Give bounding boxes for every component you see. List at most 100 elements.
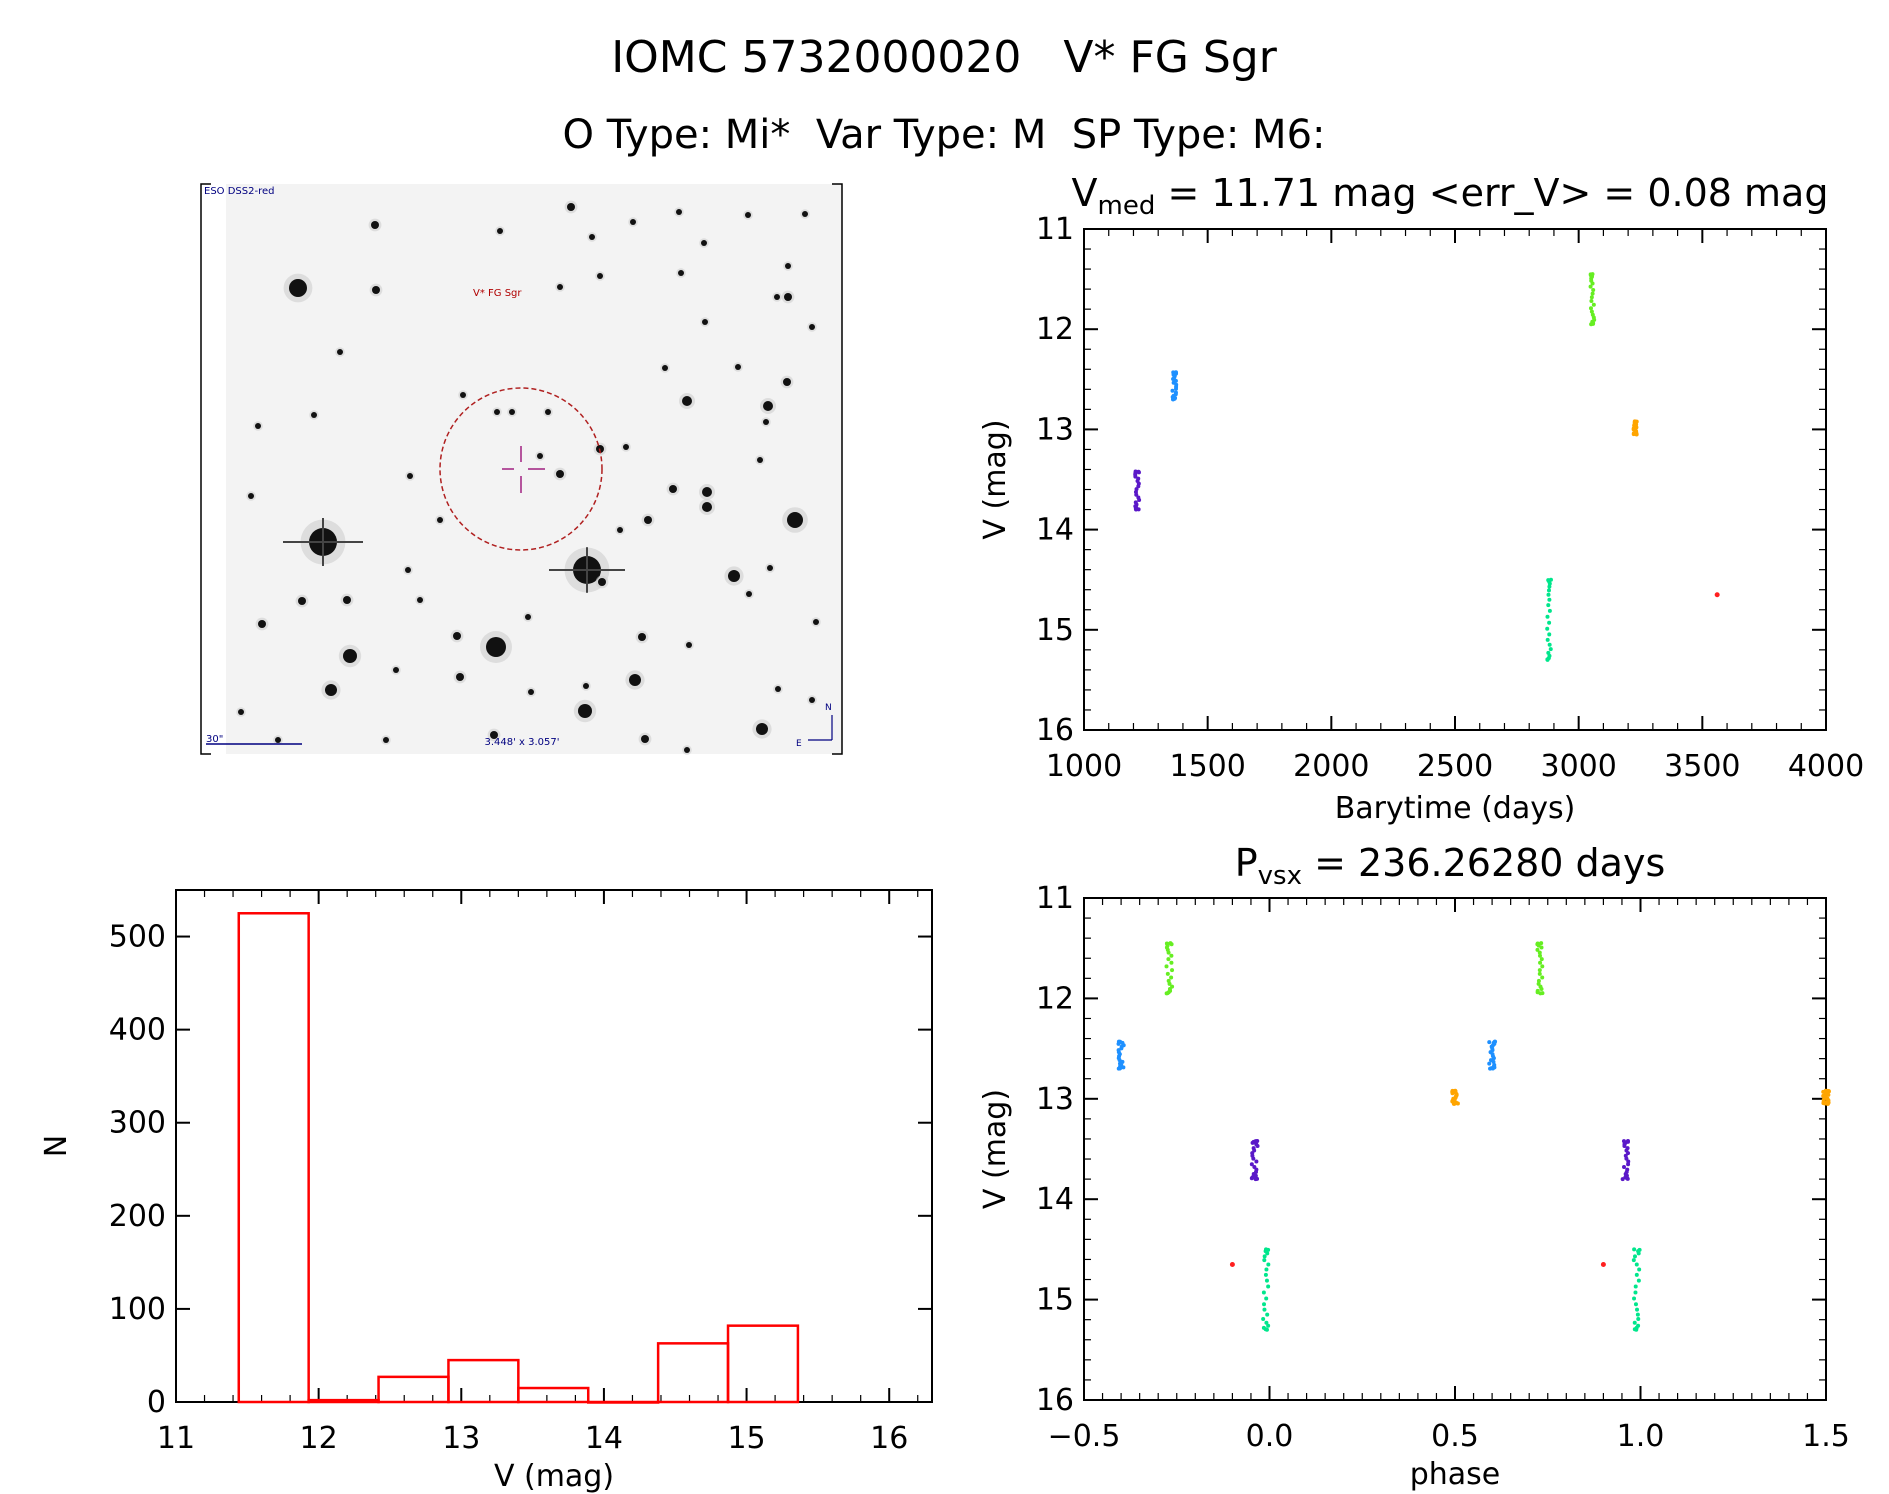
data-point <box>1633 1302 1638 1307</box>
finder-star <box>497 228 503 234</box>
finder-star <box>702 319 708 325</box>
figure-subtitle: O Type: Mi* Var Type: M SP Type: M6: <box>563 112 1326 158</box>
finder-star <box>417 597 423 603</box>
data-point <box>1714 592 1720 598</box>
data-point <box>1545 657 1550 662</box>
plot-title: Pvsx = 236.26280 days <box>1235 841 1666 891</box>
data-point <box>1170 968 1175 973</box>
y-tick-label: 14 <box>1036 513 1074 548</box>
data-point <box>1170 388 1175 393</box>
finder-star <box>763 401 773 411</box>
data-point <box>1451 1101 1456 1106</box>
x-tick-label: 0.5 <box>1431 1419 1479 1454</box>
plot-frame <box>1083 897 1827 1401</box>
data-point <box>1264 1320 1269 1325</box>
data-point <box>1261 1290 1266 1295</box>
finder-frame-right <box>832 183 843 755</box>
y-tick-label: 500 <box>109 920 166 955</box>
histogram-bar <box>586 1400 660 1404</box>
y-axis-label: V (mag) <box>978 419 1013 539</box>
data-point <box>1116 1066 1121 1071</box>
data-point <box>1825 1101 1830 1106</box>
data-point <box>1166 978 1171 983</box>
data-point <box>1265 1312 1270 1317</box>
finder-star <box>678 270 684 276</box>
data-point <box>1590 291 1595 296</box>
data-point <box>1254 1159 1259 1164</box>
data-point <box>1589 299 1594 304</box>
data-point <box>1262 1307 1267 1312</box>
y-tick-label: 12 <box>1036 981 1074 1016</box>
finder-star <box>525 614 531 620</box>
data-point <box>1546 603 1551 608</box>
data-point <box>1547 620 1552 625</box>
finder-star <box>802 211 808 217</box>
data-point <box>1547 608 1552 613</box>
data-point <box>1589 322 1594 327</box>
y-axis-label: N <box>39 1135 74 1157</box>
histogram-bar <box>447 1358 520 1404</box>
data-point <box>1588 284 1593 289</box>
data-point <box>1164 991 1169 996</box>
data-point <box>1265 1251 1270 1256</box>
x-axis-label: Barytime (days) <box>1335 791 1576 826</box>
finder-star <box>702 487 712 497</box>
data-point <box>1538 960 1543 965</box>
data-point <box>1537 968 1542 973</box>
x-tick-label: 4000 <box>1788 749 1864 784</box>
plot-frame <box>1083 228 1827 731</box>
finder-star <box>407 473 413 479</box>
title-rest: = 11.71 mag <err_V> = 0.08 mag <box>1155 171 1828 215</box>
data-point <box>1134 507 1139 512</box>
data-point <box>1632 1320 1637 1325</box>
y-tick-label: 400 <box>109 1013 166 1048</box>
finder-star <box>343 596 351 604</box>
y-tick-label: 200 <box>109 1199 166 1234</box>
finder-star <box>757 457 763 463</box>
finder-star <box>528 689 534 695</box>
data-point <box>1548 647 1553 652</box>
data-point <box>1632 1254 1637 1259</box>
finder-star <box>596 445 604 453</box>
y-tick-label: 0 <box>147 1385 166 1420</box>
x-tick-label: 12 <box>300 1421 338 1456</box>
finder-frame-left <box>200 183 211 755</box>
data-point <box>1134 492 1139 497</box>
y-axis-label: V (mag) <box>978 1089 1013 1209</box>
data-point <box>1547 632 1552 637</box>
histogram-bar <box>726 1324 800 1404</box>
y-tick-label: 300 <box>109 1106 166 1141</box>
data-point <box>1121 1065 1126 1070</box>
data-point <box>1487 1040 1492 1045</box>
data-point <box>1591 287 1596 292</box>
x-tick-label: 2000 <box>1293 749 1369 784</box>
finder-star <box>774 294 780 300</box>
data-point <box>1491 1059 1496 1064</box>
finder-star <box>556 470 564 478</box>
data-point <box>1633 1284 1638 1289</box>
finder-star <box>238 709 244 715</box>
data-point <box>1164 964 1169 969</box>
finder-star <box>255 423 261 429</box>
data-point <box>1545 614 1550 619</box>
y-tick-label: 15 <box>1036 1283 1074 1318</box>
finder-star <box>641 735 649 743</box>
data-point <box>1136 470 1141 475</box>
finder-star <box>537 453 543 459</box>
finder-star <box>617 527 623 533</box>
finder-star <box>598 578 606 586</box>
data-point <box>1264 1296 1269 1301</box>
data-point <box>1540 964 1545 969</box>
finder-star <box>763 419 769 425</box>
histogram-bar <box>517 1386 590 1404</box>
title-main: V <box>1072 171 1098 215</box>
data-point <box>1169 942 1174 947</box>
finder-star <box>783 378 791 386</box>
data-point <box>1455 1101 1460 1106</box>
finder-star <box>490 731 498 739</box>
finder-star <box>756 723 768 735</box>
data-point <box>1262 1302 1267 1307</box>
data-point <box>1634 1272 1639 1277</box>
title-main: P <box>1235 841 1258 885</box>
finder-star <box>809 324 815 330</box>
